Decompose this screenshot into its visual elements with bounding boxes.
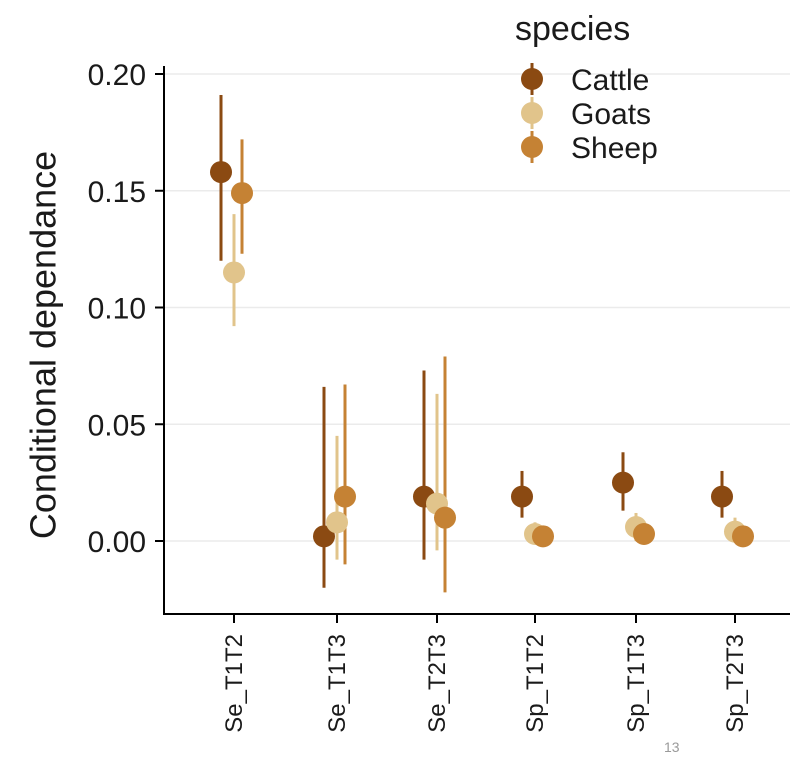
point-cattle [313, 525, 335, 548]
gridlines [165, 73, 790, 542]
point-sheep [231, 182, 253, 205]
y-ticks: 0.00 0.05 0.10 0.15 0.20 [88, 59, 164, 559]
x-tick-label: Se_T2T3 [424, 634, 451, 733]
point-cattle [210, 161, 232, 184]
legend-label-sheep: Sheep [571, 132, 658, 165]
error-bars [219, 95, 745, 593]
x-tick-label: Sp_T2T3 [722, 634, 749, 733]
point-sheep [434, 506, 456, 529]
x-tick-label: Sp_T1T2 [522, 634, 549, 733]
legend-key-goats [521, 102, 543, 124]
x-tick-label: Se_T1T3 [324, 634, 351, 733]
data-points [210, 161, 754, 548]
point-sheep [334, 485, 356, 508]
y-tick-label: 0.00 [88, 526, 146, 559]
y-axis-title: Conditional dependance [23, 151, 64, 539]
x-tick-label: Sp_T1T3 [623, 634, 650, 733]
x-tick-label: Se_T1T2 [221, 634, 248, 733]
point-cattle [711, 485, 733, 508]
point-cattle [511, 485, 533, 508]
y-tick-label: 0.20 [88, 59, 146, 92]
point-sheep [732, 525, 754, 548]
point-sheep [532, 525, 554, 548]
point-sheep [633, 522, 655, 545]
y-tick-label: 0.05 [88, 409, 146, 442]
legend-key-cattle [521, 68, 543, 90]
x-ticks: Se_T1T2 Se_T1T3 Se_T2T3 Sp_T1T2 Sp_T1T3 Sp_T2… [221, 614, 749, 733]
legend-label-goats: Goats [571, 98, 651, 131]
legend-key-sheep [521, 136, 543, 158]
y-tick-label: 0.10 [88, 293, 146, 326]
point-cattle [612, 471, 634, 494]
point-goats [326, 511, 348, 534]
legend-title: species [515, 10, 630, 48]
point-goats [223, 261, 245, 284]
legend-label-cattle: Cattle [571, 64, 649, 97]
page-number: 13 [664, 739, 680, 755]
y-tick-label: 0.15 [88, 176, 146, 209]
